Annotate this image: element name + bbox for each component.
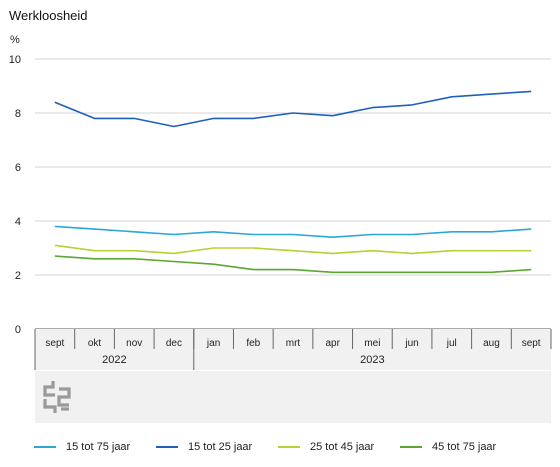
legend-label: 25 tot 45 jaar — [310, 441, 375, 453]
x-tick-label: jun — [404, 338, 418, 349]
year-label: 2022 — [102, 354, 126, 366]
x-tick-label: jul — [446, 338, 457, 349]
x-tick-label: sept — [45, 338, 64, 349]
y-tick-label: 2 — [15, 270, 21, 282]
series-line-2 — [54, 244, 532, 255]
x-tick-label: feb — [246, 338, 260, 349]
line-chart: % 0 2 4 6 8 10 sept okt nov dec jan feb mrt apr mei ju… — [9, 34, 552, 370]
logo-panel — [35, 371, 551, 423]
y-tick-label: 10 — [9, 54, 21, 66]
x-tick-label: jan — [206, 338, 220, 349]
legend-item[interactable]: 15 tot 25 jaar — [156, 441, 278, 453]
legend-swatch — [34, 446, 56, 448]
legend-swatch — [400, 446, 422, 448]
cbs-logo-icon — [43, 381, 71, 413]
x-tick-label: apr — [325, 338, 340, 349]
legend-item[interactable]: 25 tot 45 jaar — [278, 441, 400, 453]
year-label: 2023 — [360, 354, 384, 366]
legend-item[interactable]: 15 tot 75 jaar — [34, 441, 156, 453]
legend-label: 45 tot 75 jaar — [432, 441, 497, 453]
x-tick-label: sept — [522, 338, 541, 349]
x-axis-background — [35, 329, 551, 370]
x-tick-label: aug — [483, 338, 500, 349]
gridlines — [35, 58, 551, 330]
chart-legend: 15 tot 75 jaar 15 tot 25 jaar 25 tot 45 ja… — [34, 441, 522, 453]
x-tick-label: nov — [126, 338, 142, 349]
x-tick-label: okt — [88, 338, 102, 349]
series-line-0 — [54, 225, 532, 238]
y-tick-label: 4 — [15, 216, 21, 228]
y-tick-label: 0 — [15, 324, 21, 336]
legend-swatch — [278, 446, 300, 448]
y-tick-label: 6 — [15, 162, 21, 174]
series-line-3 — [54, 255, 532, 274]
series-line-1 — [54, 90, 532, 128]
legend-label: 15 tot 75 jaar — [66, 441, 131, 453]
series-lines — [54, 90, 532, 274]
y-axis-ticks: 0 2 4 6 8 10 — [9, 54, 21, 336]
y-axis-label: % — [10, 34, 20, 46]
x-tick-label: mrt — [286, 338, 301, 349]
x-tick-label: dec — [166, 338, 182, 349]
legend-item[interactable]: 45 tot 75 jaar — [400, 441, 522, 453]
x-tick-label: mei — [364, 338, 380, 349]
legend-swatch — [156, 446, 178, 448]
x-axis: sept okt nov dec jan feb mrt apr mei jun jul aug sep… — [34, 329, 552, 370]
chart-title: Werkloosheid — [9, 8, 88, 23]
y-tick-label: 8 — [15, 108, 21, 120]
legend-label: 15 tot 25 jaar — [188, 441, 253, 453]
